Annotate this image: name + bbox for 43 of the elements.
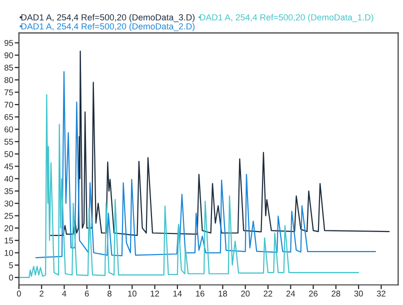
x-tick-label: 12 — [150, 290, 159, 296]
y-tick-label: 55 — [4, 138, 14, 145]
x-tick-label: 24 — [286, 290, 296, 296]
x-tick-label: 28 — [332, 290, 340, 297]
line-series — [35, 71, 376, 258]
legend-label: DAD1 A, 254,4 Ref=500,20 (DemoData_1.D) — [200, 14, 374, 22]
y-tick-label: 10 — [4, 250, 14, 256]
y-tick-label: 65 — [4, 114, 14, 120]
y-tick-label: 30 — [4, 200, 14, 206]
y-tick-label: 75 — [4, 90, 14, 96]
y-tick-label: 20 — [4, 225, 14, 232]
y-tick-label: 60 — [4, 126, 14, 132]
y-tick-label: 70 — [4, 102, 14, 108]
legend-label: DAD1 A, 254,4 Ref=500,20 (DemoData_2.D) — [21, 23, 195, 32]
y-tick-label: 5 — [9, 262, 14, 268]
y-tick-label: 85 — [4, 64, 14, 71]
x-tick-label: 0 — [16, 290, 21, 297]
x-tick-label: 2 — [40, 290, 44, 296]
legend-label: DAD1 A, 254,4 Ref=500,20 (DemoData_3.D) — [21, 14, 195, 22]
y-tick-label: 35 — [4, 188, 14, 194]
line-series — [18, 94, 360, 278]
x-tick-label: 4 — [62, 290, 66, 296]
x-tick-label: 14 — [173, 290, 182, 296]
x-tick-label: 20 — [241, 290, 250, 297]
y-tick-label: 80 — [4, 77, 14, 83]
x-tick-label: 6 — [84, 290, 89, 297]
x-tick-label: 30 — [354, 290, 363, 297]
x-tick-label: 26 — [309, 290, 318, 297]
y-tick-label: 15 — [4, 238, 14, 244]
x-tick-label: 18 — [218, 290, 227, 297]
x-tick-label: 32 — [376, 290, 386, 297]
y-tick-label: 50 — [4, 151, 14, 158]
x-tick-label: 16 — [196, 290, 204, 297]
x-tick-label: 8 — [108, 290, 112, 297]
y-tick-label: 45 — [4, 164, 14, 170]
y-tick-label: 0 — [9, 274, 14, 281]
x-tick-label: 10 — [128, 290, 136, 297]
x-tick-label: 22 — [264, 290, 272, 296]
line-series — [50, 50, 390, 236]
y-tick-label: 90 — [4, 52, 14, 58]
y-tick-label: 40 — [4, 176, 14, 182]
y-tick-label: 25 — [4, 212, 14, 219]
y-tick-label: 95 — [4, 40, 14, 46]
